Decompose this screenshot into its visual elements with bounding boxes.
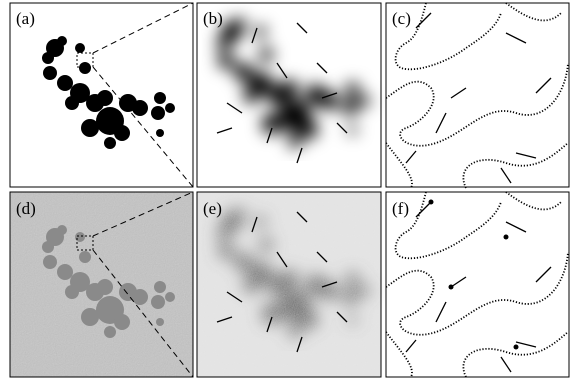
frame (386, 3, 569, 187)
figure: (a) (b) (c) (d) (e) (f) (0, 0, 570, 379)
fractal (42, 36, 175, 149)
panel-label: (b) (203, 9, 223, 28)
panel-f: (f) (386, 192, 569, 377)
panel-e: (e) (197, 192, 381, 377)
zoom-line (93, 3, 193, 53)
panel-label: (d) (16, 199, 36, 218)
panel-label: (f) (392, 199, 409, 218)
panel-label: (a) (16, 9, 35, 28)
panel-label: (e) (203, 199, 222, 218)
panel-a: (a) (10, 3, 193, 187)
frame (386, 192, 569, 377)
panel-d: (d) (10, 192, 193, 377)
panel-label: (c) (392, 9, 411, 28)
panel-b: (b) (197, 3, 381, 187)
panel-c: (c) (386, 3, 569, 188)
